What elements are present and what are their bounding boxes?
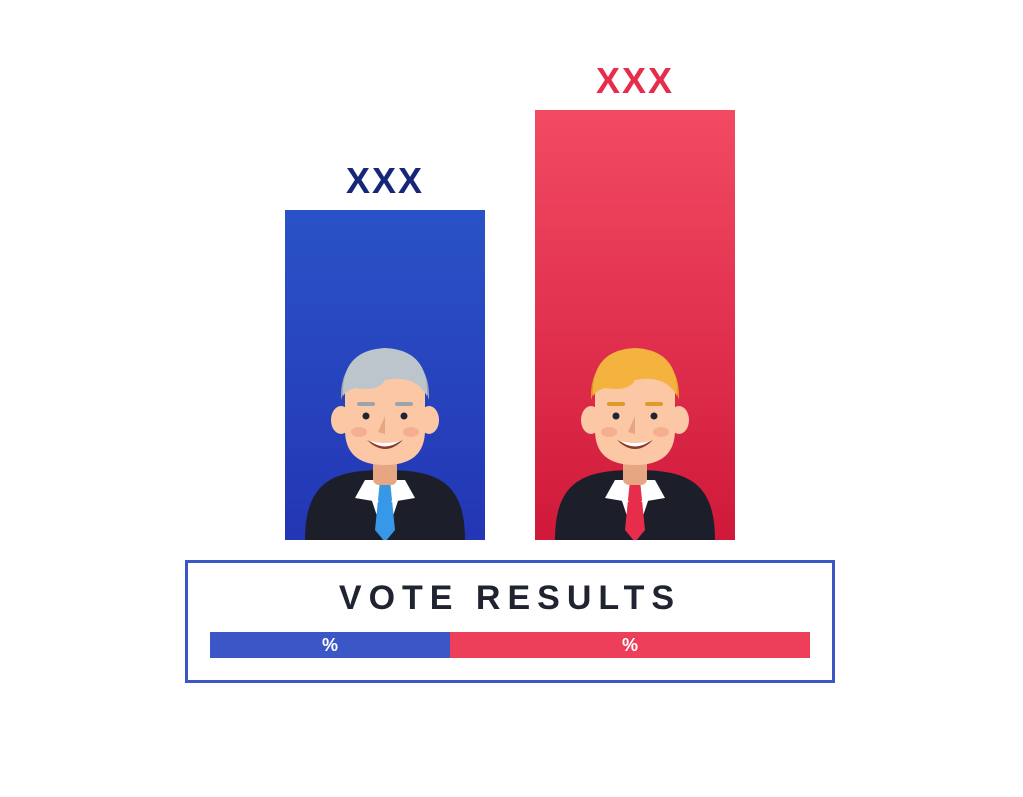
candidate-avatar-icon (295, 330, 475, 540)
pct-left-segment: % (210, 632, 450, 658)
pct-right-segment: % (450, 632, 810, 658)
candidate-score-label: XXX (596, 60, 674, 102)
candidate-avatar-icon (545, 330, 725, 540)
vote-results-pct-bar: % % (210, 632, 810, 658)
candidate-column: XXX (285, 160, 485, 540)
candidate-bar (285, 210, 485, 540)
vote-results-panel: VOTE RESULTS % % (185, 560, 835, 683)
candidate-column: XXX (535, 60, 735, 540)
candidate-score-label: XXX (346, 160, 424, 202)
pct-right-label: % (622, 635, 638, 656)
candidates-bar-chart: XXX XXX (240, 80, 780, 540)
candidate-bar (535, 110, 735, 540)
vote-results-title: VOTE RESULTS (210, 579, 810, 618)
pct-left-label: % (322, 635, 338, 656)
